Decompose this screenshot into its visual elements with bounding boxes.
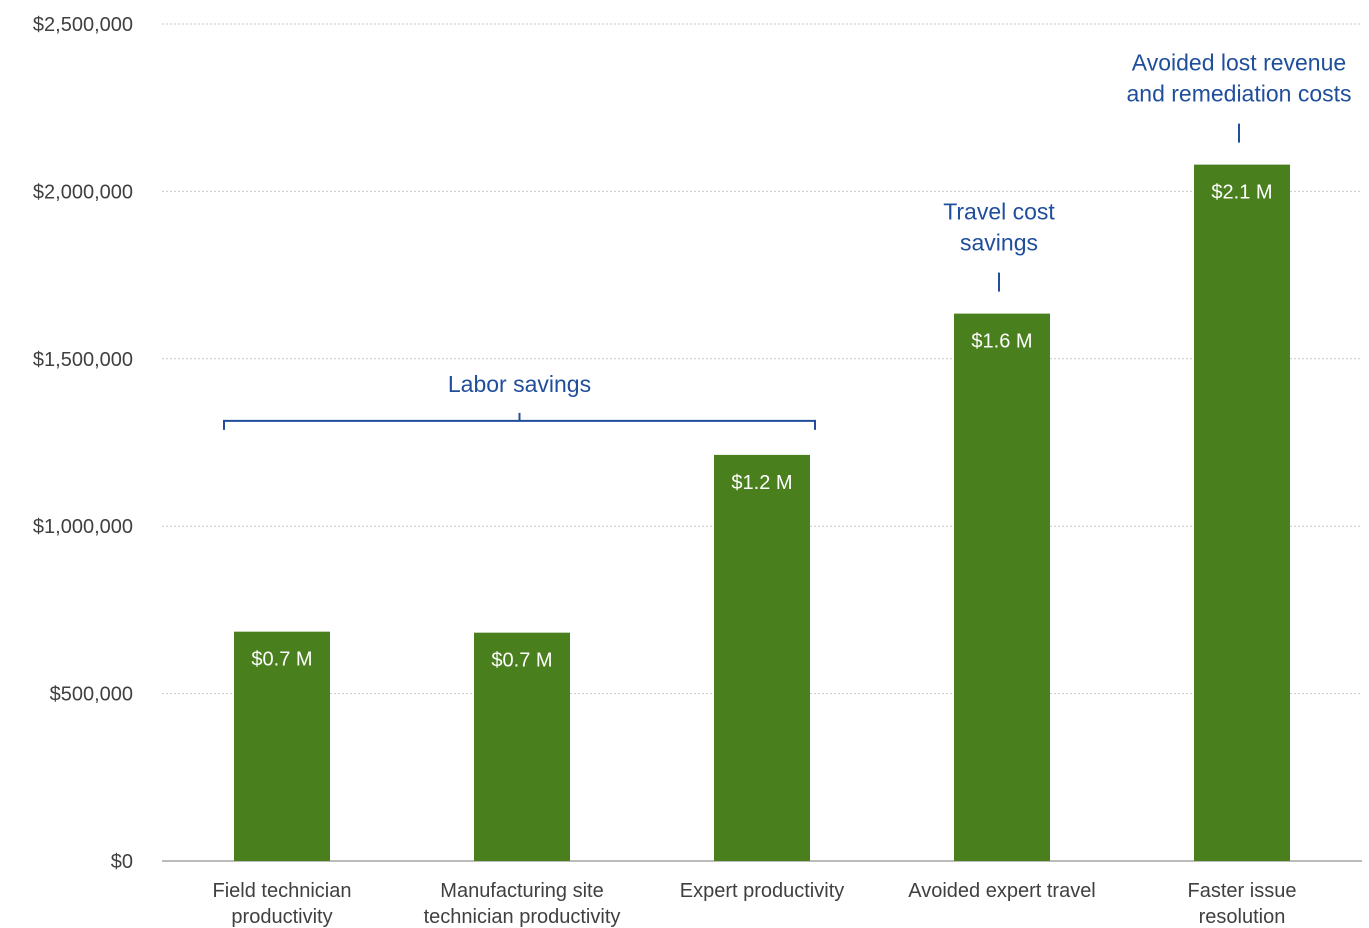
annotation-label: and remediation costs bbox=[1126, 81, 1351, 107]
annotation-bracket bbox=[223, 412, 816, 430]
y-tick-label: $1,000,000 bbox=[33, 516, 133, 538]
bar bbox=[954, 313, 1050, 861]
data-label: $2.1 M bbox=[1211, 182, 1272, 204]
annotation-label: Travel cost bbox=[943, 199, 1055, 225]
category-label: Manufacturing site bbox=[440, 880, 603, 902]
bar bbox=[714, 454, 810, 861]
data-labels: $0.7 M $0.7 M $1.2 M $1.6 M $2.1 M bbox=[251, 182, 1272, 672]
y-tick-label: $500,000 bbox=[50, 684, 133, 706]
y-tick-label: $2,500,000 bbox=[33, 14, 133, 36]
annotation-label: Avoided lost revenue bbox=[1132, 50, 1346, 76]
category-label: Field technician bbox=[213, 880, 352, 902]
bar bbox=[234, 631, 330, 861]
category-label: productivity bbox=[231, 906, 332, 928]
category-label: Expert productivity bbox=[680, 880, 845, 902]
bar bbox=[1194, 164, 1290, 862]
annotation-label: Labor savings bbox=[448, 371, 591, 397]
annotation-label: savings bbox=[960, 230, 1038, 256]
data-label: $1.2 M bbox=[731, 472, 792, 494]
category-label: Avoided expert travel bbox=[908, 880, 1096, 902]
bars bbox=[234, 164, 1290, 862]
category-label: technician productivity bbox=[424, 906, 621, 928]
y-tick-label: $0 bbox=[111, 851, 133, 873]
bar bbox=[474, 632, 570, 861]
y-axis-ticks: $0 $500,000 $1,000,000 $1,500,000 $2,000,000… bbox=[33, 14, 133, 873]
annotations: Labor savings Travel cost savings Avoided l… bbox=[223, 50, 1352, 430]
y-tick-label: $1,500,000 bbox=[33, 349, 133, 371]
category-label: Faster issue bbox=[1188, 880, 1297, 902]
x-axis-categories: Field technician productivity Manufacturin… bbox=[213, 880, 1297, 928]
data-label: $1.6 M bbox=[971, 331, 1032, 353]
data-label: $0.7 M bbox=[491, 650, 552, 672]
category-label: resolution bbox=[1199, 906, 1286, 928]
y-tick-label: $2,000,000 bbox=[33, 181, 133, 203]
data-label: $0.7 M bbox=[251, 649, 312, 671]
